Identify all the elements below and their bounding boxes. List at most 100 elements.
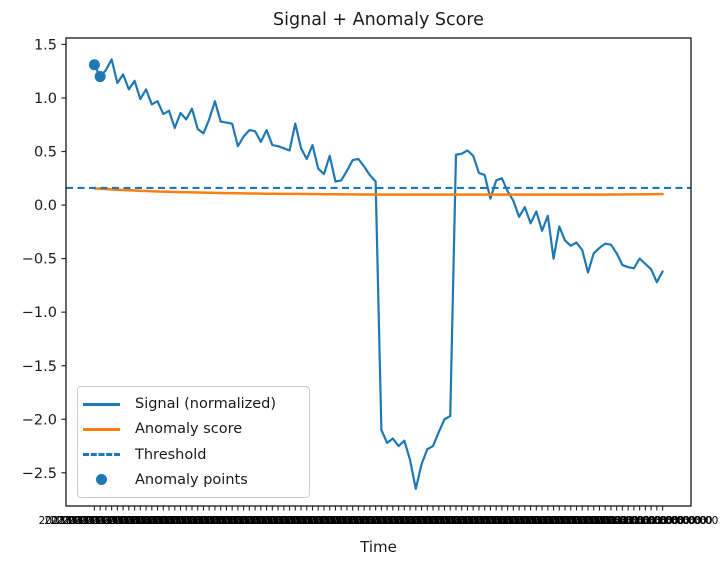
plot-border xyxy=(65,37,692,507)
x-tick-label-smear: 2023-01-01 00:00:00 xyxy=(584,515,696,527)
x-tick-label-smear: 2023-01-01 00:00:00 xyxy=(601,515,713,527)
y-tick-label: −1.0 xyxy=(22,305,57,321)
x-tick-label-smear: 2023-01-01 00:00:00 xyxy=(469,515,581,527)
x-tick-label-smear: 2023-01-01 00:00:00 xyxy=(291,515,403,527)
x-tick-label-smear: 2023-01-01 00:00:00 xyxy=(607,515,719,527)
anomaly-score-line xyxy=(93,187,664,196)
x-tick-label-smear: 2023-01-01 00:00:00 xyxy=(549,515,661,527)
x-tick-label-smear: 2023-01-01 00:00:00 xyxy=(262,515,374,527)
y-tick-label: −1.5 xyxy=(22,359,57,375)
x-tick-label-smear: 2023-01-01 00:00:00 xyxy=(492,515,604,527)
x-tick-label-smear: 2023-01-01 00:00:00 xyxy=(251,515,363,527)
x-tick-label-smear: 2023-01-01 00:00:00 xyxy=(39,515,151,527)
x-tick-label-smear: 2023-01-01 00:00:00 xyxy=(354,515,466,527)
x-tick-label-smear: 2023-01-01 00:00:00 xyxy=(228,515,340,527)
x-tick-label-smear: 2023-01-01 00:00:00 xyxy=(268,515,380,527)
x-tick-label-smear: 2023-01-01 00:00:00 xyxy=(142,515,254,527)
x-tick-label-smear: 2023-01-01 00:00:00 xyxy=(475,515,587,527)
x-tick-label-smear: 2023-01-01 00:00:00 xyxy=(504,515,616,527)
x-tick-label-smear: 2023-01-01 00:00:00 xyxy=(389,515,501,527)
x-tick-label-smear: 2023-01-01 00:00:00 xyxy=(446,515,558,527)
anomaly-point xyxy=(88,59,100,71)
x-tick-label-smear: 2023-01-01 00:00:00 xyxy=(274,515,386,527)
x-tick-label-smear: 2023-01-01 00:00:00 xyxy=(377,515,489,527)
y-tick-label: 1.0 xyxy=(34,91,57,107)
x-tick-label-smear: 2023-01-01 00:00:00 xyxy=(50,515,162,527)
x-tick-label-smear: 2023-01-01 00:00:00 xyxy=(366,515,478,527)
x-tick-label-smear: 2023-01-01 00:00:00 xyxy=(429,515,541,527)
x-tick-label-smear: 2023-01-01 00:00:00 xyxy=(102,515,214,527)
x-tick-label-smear: 2023-01-01 00:00:00 xyxy=(62,515,174,527)
x-tick-label-smear: 2023-01-01 00:00:00 xyxy=(182,515,294,527)
y-tick-label: −2.0 xyxy=(22,412,57,428)
legend-label-anomaly-points: Anomaly points xyxy=(135,471,248,488)
x-tick-label-smear: 2023-01-01 00:00:00 xyxy=(544,515,656,527)
x-tick-label-smear: 2023-01-01 00:00:00 xyxy=(303,515,415,527)
y-tick-label: 0.5 xyxy=(34,145,57,161)
y-tick-label: −2.5 xyxy=(22,466,57,482)
x-tick-label-smear: 2023-01-01 00:00:00 xyxy=(205,515,317,527)
x-tick-label-smear: 2023-01-01 00:00:00 xyxy=(412,515,524,527)
x-tick-label-smear: 2023-01-01 00:00:00 xyxy=(211,515,323,527)
x-tick-label-smear: 2023-01-01 00:00:00 xyxy=(199,515,311,527)
x-tick-label-smear: 2023-01-01 00:00:00 xyxy=(194,515,306,527)
x-tick-label-smear: 2023-01-01 00:00:00 xyxy=(308,515,420,527)
legend-label-signal: Signal (normalized) xyxy=(135,396,277,413)
x-tick-label-smear: 2023-01-01 00:00:00 xyxy=(90,515,202,527)
x-tick-label-smear: 2023-01-01 00:00:00 xyxy=(515,515,627,527)
x-tick-label-smear: 2023-01-01 00:00:00 xyxy=(222,515,334,527)
signal-line xyxy=(93,58,664,490)
x-tick-label-smear: 2023-01-01 00:00:00 xyxy=(463,515,575,527)
y-tick-label: −0.5 xyxy=(22,252,57,268)
x-tick-label-smear: 2023-01-01 00:00:00 xyxy=(498,515,610,527)
x-tick-label-smear: 2023-01-01 00:00:00 xyxy=(509,515,621,527)
x-tick-label-smear: 2023-01-01 00:00:00 xyxy=(153,515,265,527)
legend-item-threshold: Threshold xyxy=(83,443,299,467)
x-tick-label-smear: 2023-01-01 00:00:00 xyxy=(526,515,638,527)
x-tick-label-smear: 2023-01-01 00:00:00 xyxy=(79,515,191,527)
x-tick-label-smear: 2023-01-01 00:00:00 xyxy=(458,515,570,527)
chart-title: Signal + Anomaly Score xyxy=(273,10,484,30)
x-tick-label-smear: 2023-01-01 00:00:00 xyxy=(148,515,260,527)
x-tick-label-smear: 2023-01-01 00:00:00 xyxy=(423,515,535,527)
x-tick-label-smear: 2023-01-01 00:00:00 xyxy=(486,515,598,527)
x-tick-label-smear: 2023-01-01 00:00:00 xyxy=(314,515,426,527)
anomaly-point xyxy=(94,71,106,83)
x-tick-label-smear: 2023-01-01 00:00:00 xyxy=(572,515,684,527)
x-tick-label-smear: 2023-01-01 00:00:00 xyxy=(56,515,168,527)
legend-item-anomaly-score: Anomaly score xyxy=(83,417,299,441)
x-tick-label-smear: 2023-01-01 00:00:00 xyxy=(176,515,288,527)
x-tick-label-smear: 2023-01-01 00:00:00 xyxy=(326,515,438,527)
x-tick-label-smear: 2023-01-01 00:00:00 xyxy=(578,515,690,527)
x-tick-label-smear: 2023-01-01 00:00:00 xyxy=(320,515,432,527)
x-tick-label-smear: 2023-01-01 00:00:00 xyxy=(125,515,237,527)
x-tick-label-smear: 2023-01-01 00:00:00 xyxy=(337,515,449,527)
x-tick-label-smear: 2023-01-01 00:00:00 xyxy=(440,515,552,527)
x-tick-label-smear: 2023-01-01 00:00:00 xyxy=(360,515,472,527)
x-tick-label-smear: 2023-01-01 00:00:00 xyxy=(595,515,707,527)
x-tick-label-smear: 2023-01-01 00:00:00 xyxy=(234,515,346,527)
x-tick-label-smear: 2023-01-01 00:00:00 xyxy=(343,515,455,527)
x-tick-label-smear: 2023-01-01 00:00:00 xyxy=(108,515,220,527)
x-tick-label-smear: 2023-01-01 00:00:00 xyxy=(555,515,667,527)
x-tick-label-smear: 2023-01-01 00:00:00 xyxy=(417,515,529,527)
x-tick-label-smear: 2023-01-01 00:00:00 xyxy=(394,515,506,527)
x-tick-label-smear: 2023-01-01 00:00:00 xyxy=(113,515,225,527)
x-tick-label-smear: 2023-01-01 00:00:00 xyxy=(532,515,644,527)
x-tick-label-smear: 2023-01-01 00:00:00 xyxy=(452,515,564,527)
y-tick-label: 1.5 xyxy=(34,38,57,54)
x-tick-label-smear: 2023-01-01 00:00:00 xyxy=(280,515,392,527)
x-tick-label-smear: 2023-01-01 00:00:00 xyxy=(590,515,702,527)
x-tick-label-smear: 2023-01-01 00:00:00 xyxy=(481,515,593,527)
x-tick-label-smear: 2023-01-01 00:00:00 xyxy=(171,515,283,527)
x-tick-label-smear: 2023-01-01 00:00:00 xyxy=(349,515,461,527)
x-tick-label-smear: 2023-01-01 00:00:00 xyxy=(406,515,518,527)
anomaly-point-swatch xyxy=(83,474,120,486)
x-tick-label-smear: 2023-01-01 00:00:00 xyxy=(119,515,231,527)
x-tick-label-smear: 2023-01-01 00:00:00 xyxy=(285,515,397,527)
signal-line-swatch xyxy=(83,402,120,406)
y-tick-label: 0.0 xyxy=(34,198,57,214)
legend-item-signal: Signal (normalized) xyxy=(83,392,299,416)
x-tick-label-smear: 2023-01-01 00:00:00 xyxy=(257,515,369,527)
